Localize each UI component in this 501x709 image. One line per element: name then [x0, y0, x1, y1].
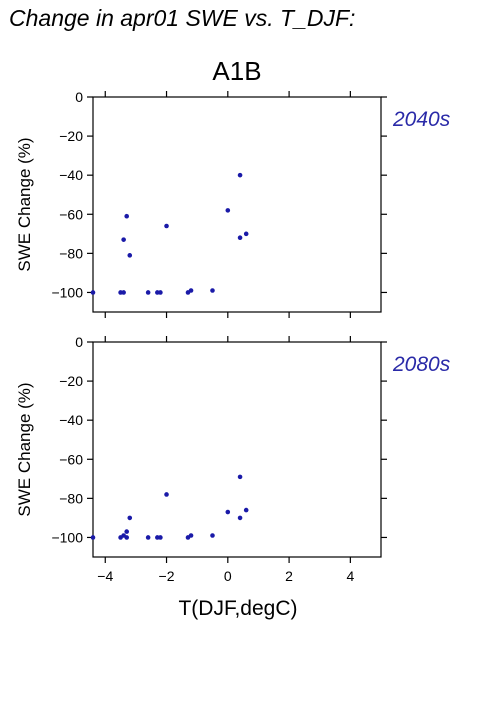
x-tick-label: −4: [97, 568, 113, 584]
y-tick-label: −40: [59, 412, 83, 428]
plot-frame: [92, 96, 382, 313]
data-point: [158, 290, 163, 295]
data-point: [90, 535, 96, 540]
data-point: [188, 533, 194, 538]
plot-frame: [92, 341, 382, 558]
y-tick-label: −60: [59, 206, 83, 222]
y-tick-label: −60: [59, 451, 83, 467]
x-tick-label: −2: [159, 568, 175, 584]
period-label: 2040s: [392, 108, 451, 131]
data-point: [188, 288, 194, 293]
y-tick-label: −20: [59, 128, 83, 144]
data-point: [210, 533, 215, 538]
data-point: [90, 290, 96, 295]
y-axis-label: SWE Change (%): [15, 137, 34, 271]
data-point: [145, 535, 151, 540]
data-point: [237, 172, 243, 178]
data-point: [225, 208, 231, 213]
data-point: [127, 515, 133, 521]
data-point: [145, 290, 151, 295]
data-point: [124, 213, 130, 219]
y-tick-label: −40: [59, 167, 83, 183]
data-point: [243, 231, 249, 237]
y-tick-label: −100: [51, 284, 83, 300]
data-point: [127, 253, 133, 258]
y-tick-label: −100: [51, 529, 83, 545]
data-point: [164, 492, 169, 497]
data-point: [164, 223, 169, 229]
data-point: [237, 515, 243, 521]
data-point: [210, 288, 215, 293]
data-point: [121, 237, 126, 242]
period-label: 2080s: [392, 353, 451, 376]
data-point: [158, 535, 163, 540]
data-point: [124, 535, 130, 540]
scatter-panel-2040s: 0 −20 −40 −60 −80 −100 SWE Change (%) 2040s: [15, 89, 451, 318]
data-point: [237, 235, 243, 241]
x-tick-label: 4: [346, 568, 354, 584]
x-tick-label: 0: [224, 568, 232, 584]
y-axis-label: SWE Change (%): [15, 382, 34, 516]
scenario-title: A1B: [212, 56, 261, 86]
data-point: [225, 509, 231, 515]
y-tick-label: −80: [59, 245, 83, 261]
data-point: [243, 507, 249, 513]
data-point: [237, 474, 243, 480]
x-axis-label: T(DJF,degC): [178, 597, 297, 620]
y-tick-label: −20: [59, 373, 83, 389]
y-tick-label: 0: [75, 334, 83, 350]
y-tick-label: −80: [59, 490, 83, 506]
data-point: [124, 529, 130, 534]
y-tick-label: 0: [75, 89, 83, 105]
x-tick-label: 2: [285, 568, 293, 584]
data-point: [121, 290, 126, 295]
figure-title: Change in apr01 SWE vs. T_DJF:: [9, 5, 355, 31]
